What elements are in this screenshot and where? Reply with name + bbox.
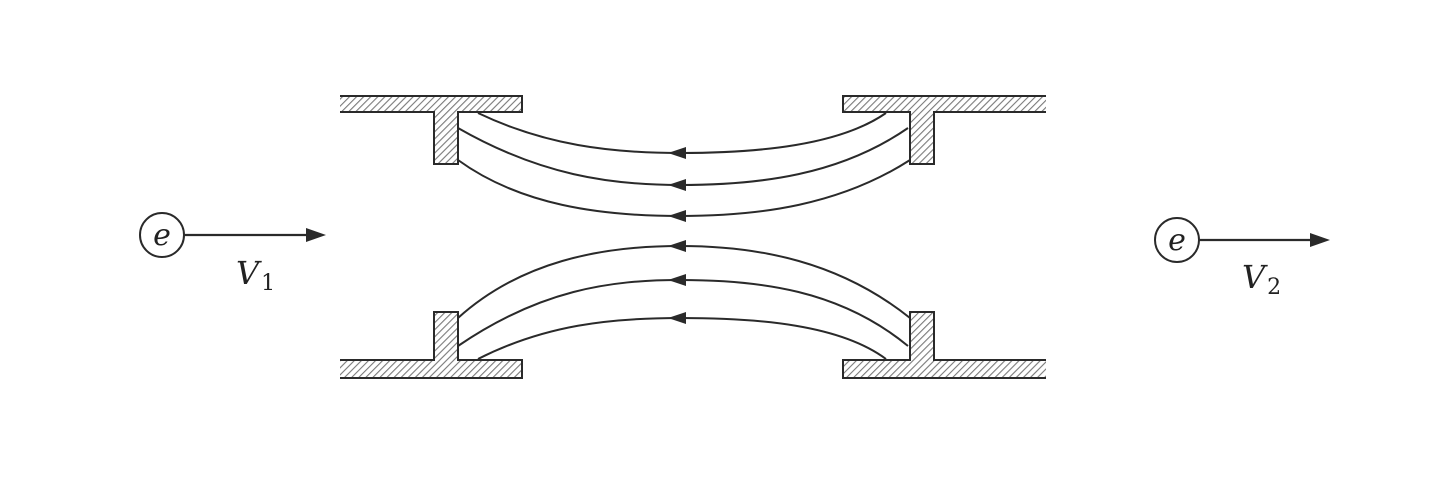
svg-text:V2: V2 [1242,258,1281,300]
velocity-in-subscript: 1 [261,271,275,296]
arrowhead-icon [668,147,686,159]
arrowhead-icon [668,274,686,286]
velocity-in-label: V [236,254,262,292]
field-line-lower-3 [477,316,887,360]
electron-outgoing: e V2 [1154,217,1330,300]
arrowhead-icon [668,312,686,324]
arrowhead-icon [668,240,686,252]
velocity-out-subscript: 2 [1267,275,1281,300]
electrode-top-left [340,95,523,165]
field-line-upper-1 [477,112,887,155]
velocity-arrowhead-icon [1310,233,1330,247]
velocity-arrowhead-icon [306,228,326,242]
arrowhead-icon [668,179,686,191]
electron-in-symbol: e [153,218,171,253]
electrode-top-right [842,95,1046,165]
electrode-bottom-right [842,311,1046,379]
electron-out-symbol: e [1168,223,1186,258]
field-line-arrowheads [668,147,686,324]
svg-text:V1: V1 [236,254,275,296]
arrowhead-icon [668,210,686,222]
velocity-out-label: V [1242,258,1268,296]
electrode-bottom-left [340,311,523,379]
electron-incoming: e V1 [139,212,326,296]
